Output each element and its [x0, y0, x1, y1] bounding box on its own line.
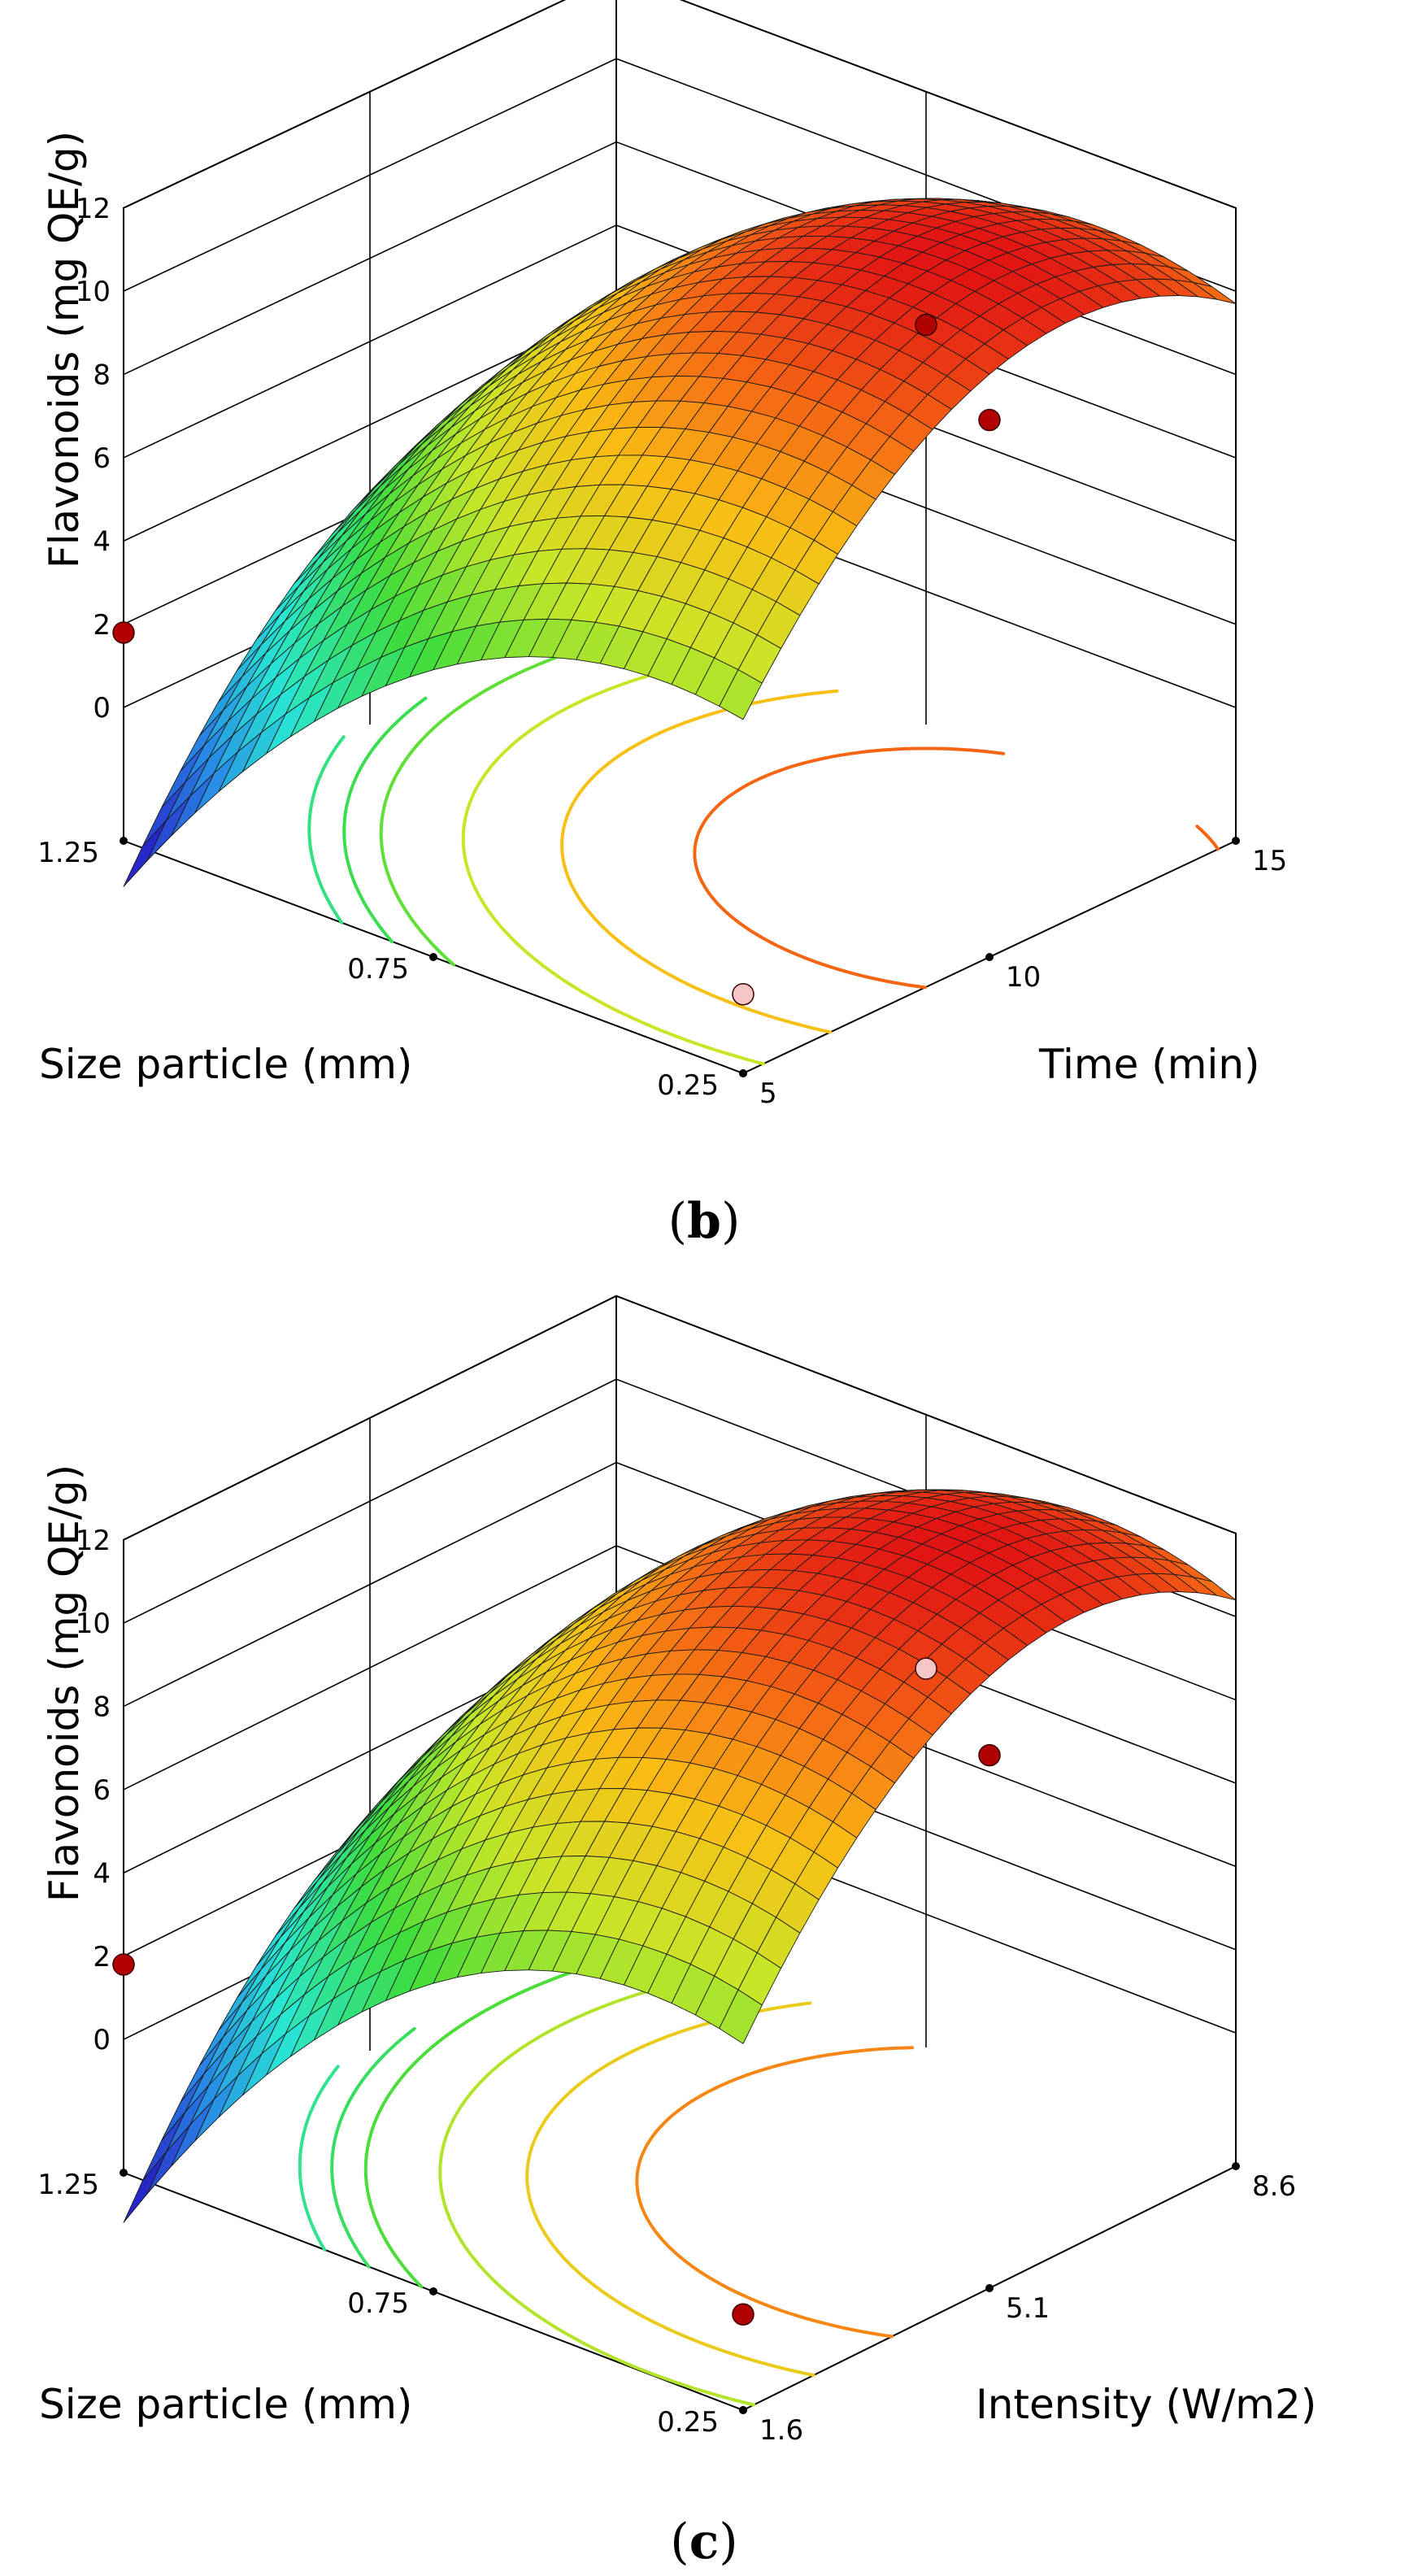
- z-tick-label: 8: [93, 1691, 111, 1724]
- y-tick-mark: [1232, 837, 1240, 845]
- x-tick-label: 1.25: [37, 837, 99, 869]
- panel-c-floor-contours: [298, 1934, 915, 2407]
- surface-cell: [719, 669, 763, 720]
- x-tick-label: 0.25: [657, 2406, 719, 2439]
- y-tick-mark: [985, 953, 994, 961]
- floor-front-edges: [123, 2165, 1237, 2412]
- x-tick-mark: [120, 2169, 128, 2177]
- z-gridline: [123, 1545, 1237, 1791]
- design-point: [978, 1743, 1001, 1767]
- z-tick-label: 10: [76, 1608, 111, 1640]
- contour-line: [635, 2046, 915, 2339]
- z-gridline: [123, 1295, 1237, 1541]
- design-point: [915, 1657, 937, 1680]
- contour-line: [461, 653, 765, 1066]
- panel-b-response-surface: [123, 198, 1237, 887]
- panel-b-surface-plot: 0 2 4 6 8 10 12 1.25 0.75 0.25 5 10 15 Flavonoids (m…: [37, 0, 1287, 1250]
- design-point: [112, 1953, 135, 1976]
- panel-b-design-points: [112, 313, 1001, 1006]
- design-point: [732, 2303, 755, 2326]
- y-tick-mark: [1232, 2162, 1240, 2170]
- z-tick-label: 8: [93, 359, 111, 392]
- x-tick-label: 0.25: [657, 1069, 719, 1102]
- panel-c-caption: (c): [670, 2513, 737, 2570]
- contour-line: [298, 2065, 340, 2252]
- contour-line: [307, 735, 346, 925]
- x-tick-mark: [429, 953, 437, 961]
- contour-line: [379, 624, 668, 967]
- contour-line: [560, 689, 839, 1034]
- y-tick-label: 8.6: [1252, 2170, 1296, 2203]
- x-tick-mark: [120, 837, 128, 845]
- x-tick-label: 0.75: [347, 953, 409, 986]
- panel-b-floor-contours: [307, 612, 1220, 1066]
- surface-cell: [123, 820, 167, 887]
- panel-c-x-axis-label: Size particle (mm): [39, 2381, 412, 2428]
- panel-b-caption: (b): [668, 1193, 741, 1250]
- panel-b-ticks: 0 2 4 6 8 10 12 1.25 0.75 0.25 5 10 15: [37, 193, 1287, 1110]
- z-tick-label: 0: [93, 692, 111, 724]
- z-tick-label: 0: [93, 2024, 111, 2056]
- y-tick-mark: [739, 1069, 747, 1077]
- design-point: [112, 621, 135, 644]
- z-gridline: [123, 0, 1237, 209]
- z-tick-label: 6: [93, 1774, 111, 1807]
- panel-c-y-axis-label: Intensity (W/m2): [976, 2381, 1316, 2428]
- z-tick-label: 12: [76, 193, 111, 225]
- z-gridline: [123, 224, 1237, 459]
- panel-b-z-axis-label: Flavonoids (mg QE/g): [41, 131, 88, 568]
- x-tick-label: 0.75: [347, 2287, 409, 2320]
- contour-line: [693, 746, 1220, 990]
- z-tick-label: 2: [93, 1941, 111, 1973]
- panel-c-z-axis-label: Flavonoids (mg QE/g): [41, 1464, 88, 1902]
- y-tick-label: 5: [759, 1077, 777, 1110]
- contour-line: [438, 1970, 756, 2407]
- y-tick-label: 1.6: [759, 2414, 803, 2447]
- y-tick-mark: [985, 2284, 994, 2292]
- panel-c-ticks: 0 2 4 6 8 10 12 1.25 0.75 0.25 1.6 5.1 8.6: [37, 1525, 1296, 2447]
- z-tick-label: 12: [76, 1525, 111, 1557]
- contour-line: [363, 1944, 665, 2289]
- y-tick-label: 15: [1252, 845, 1287, 877]
- surface-cell: [719, 1989, 763, 2044]
- x-tick-label: 1.25: [37, 2169, 99, 2201]
- z-tick-label: 2: [93, 609, 111, 642]
- y-tick-label: 10: [1006, 961, 1041, 994]
- panel-c-design-points: [112, 1657, 1001, 2326]
- design-point: [978, 408, 1001, 432]
- panel-c-surface-plot: 0 2 4 6 8 10 12 1.25 0.75 0.25 1.6 5.1 8.6 Flavonoid…: [37, 1295, 1316, 2570]
- back-wall-outline: [123, 0, 1237, 841]
- z-tick-label: 10: [76, 276, 111, 308]
- z-tick-label: 4: [93, 1857, 111, 1890]
- panel-b-x-axis-label: Size particle (mm): [39, 1041, 412, 1088]
- panel-b-y-axis-label: Time (min): [1038, 1041, 1260, 1088]
- design-point: [732, 982, 755, 1006]
- x-tick-mark: [429, 2287, 437, 2295]
- panel-c-response-surface: [123, 1489, 1237, 2223]
- design-point: [915, 313, 937, 337]
- y-tick-label: 5.1: [1006, 2292, 1050, 2325]
- z-tick-label: 4: [93, 525, 111, 558]
- contour-line: [525, 2001, 815, 2378]
- z-tick-label: 6: [93, 442, 111, 475]
- y-tick-mark: [739, 2406, 747, 2414]
